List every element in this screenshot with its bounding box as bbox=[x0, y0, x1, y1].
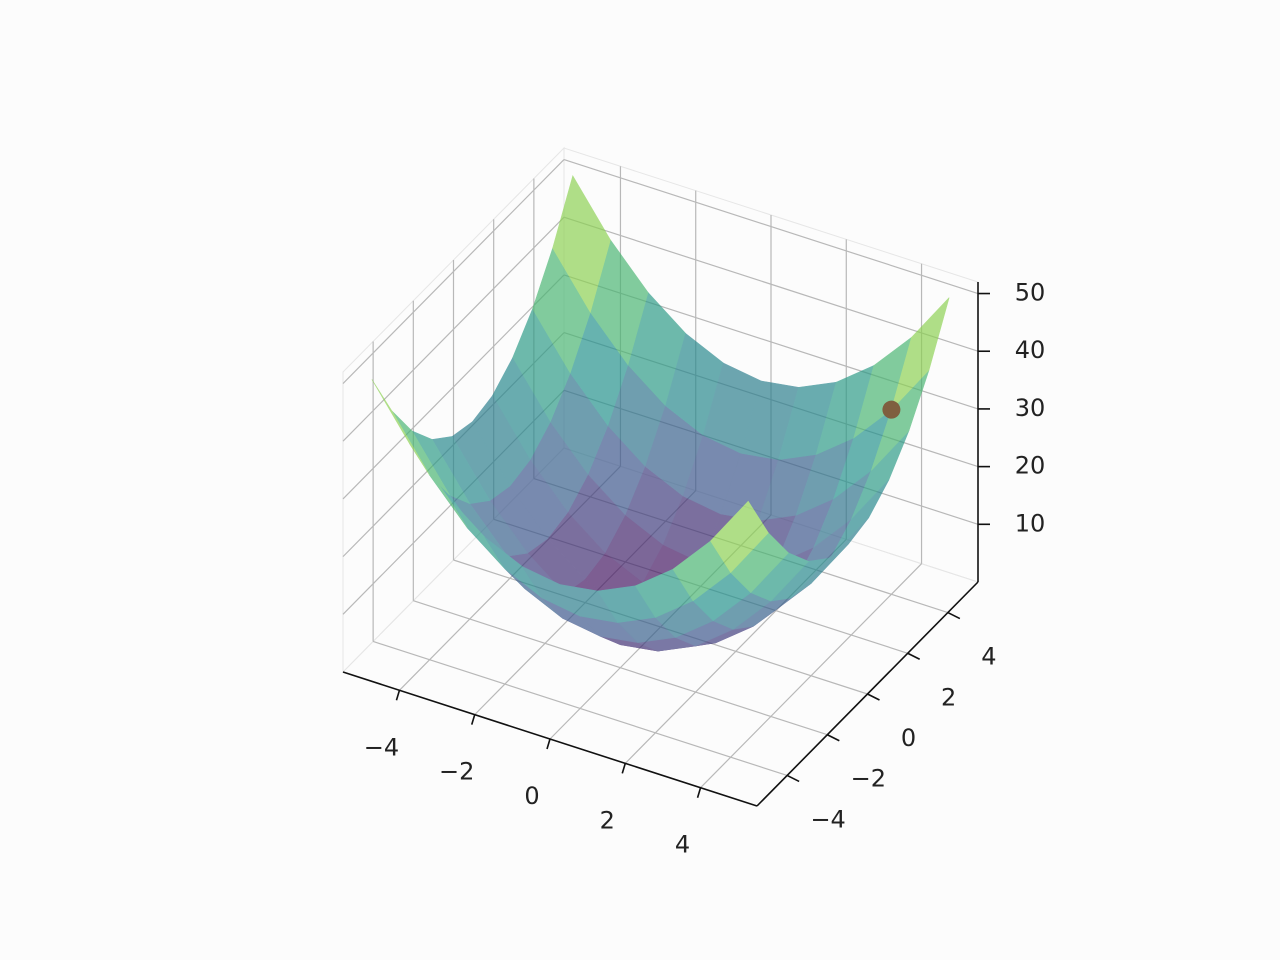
surface-face bbox=[891, 297, 950, 410]
y-tick-label: 0 bbox=[901, 724, 916, 752]
x-tick bbox=[696, 787, 702, 798]
grid-line bbox=[342, 216, 565, 442]
x-tick-label: −2 bbox=[439, 758, 474, 786]
surface-face bbox=[710, 500, 769, 574]
y-tick bbox=[867, 693, 880, 701]
y-tick-label: 4 bbox=[981, 643, 996, 671]
y-tick bbox=[947, 611, 961, 620]
x-tick bbox=[621, 763, 627, 774]
x-tick bbox=[470, 714, 476, 725]
grid-line bbox=[413, 600, 828, 736]
y-tick bbox=[907, 652, 921, 660]
x-tick bbox=[546, 738, 551, 750]
z-tick-label: 10 bbox=[1015, 509, 1046, 537]
x-tick-label: 0 bbox=[524, 782, 539, 810]
x-tick bbox=[395, 690, 401, 701]
x-tick-label: 2 bbox=[600, 806, 615, 834]
grid-line bbox=[372, 640, 788, 777]
y-tick-label: 2 bbox=[941, 683, 956, 711]
grid-line bbox=[342, 159, 565, 384]
z-tick-label: 50 bbox=[1015, 279, 1046, 307]
z-tick-label: 20 bbox=[1015, 452, 1046, 480]
grid-line bbox=[563, 158, 979, 295]
surface bbox=[371, 175, 950, 652]
x-tick-label: 4 bbox=[675, 831, 690, 859]
y-tick-label: −2 bbox=[851, 765, 886, 793]
surface-face bbox=[371, 379, 430, 476]
point-marker bbox=[882, 400, 901, 419]
grid-line bbox=[342, 274, 565, 500]
z-tick-label: 30 bbox=[1015, 394, 1046, 422]
y-tick bbox=[826, 734, 840, 742]
z-tick-label: 40 bbox=[1015, 336, 1046, 364]
x-tick-label: −4 bbox=[364, 733, 399, 761]
y-tick bbox=[786, 774, 800, 783]
surface-face bbox=[552, 175, 611, 313]
y-tick-label: −4 bbox=[810, 805, 845, 833]
grid-line bbox=[563, 216, 979, 352]
